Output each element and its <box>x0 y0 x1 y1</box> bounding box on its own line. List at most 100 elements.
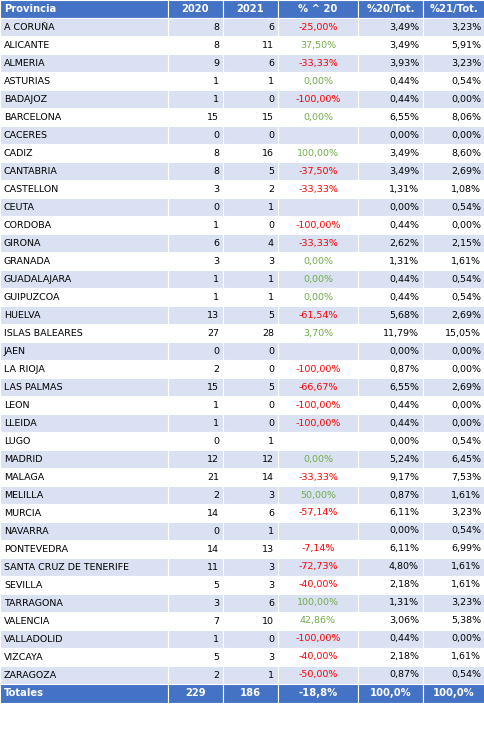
Bar <box>357 414 422 432</box>
Bar <box>223 468 277 486</box>
Bar <box>0 396 167 414</box>
Text: 15: 15 <box>261 112 273 121</box>
Bar <box>422 72 484 90</box>
Text: 11: 11 <box>207 562 219 572</box>
Bar <box>357 522 422 540</box>
Bar <box>422 18 484 36</box>
Text: SEVILLA: SEVILLA <box>4 581 42 589</box>
Bar <box>357 54 422 72</box>
Text: 100,00%: 100,00% <box>296 148 338 157</box>
Bar <box>277 36 357 54</box>
Text: JAEN: JAEN <box>4 346 26 356</box>
Bar <box>357 306 422 324</box>
Bar <box>277 612 357 630</box>
Bar <box>223 144 277 162</box>
Text: -61,54%: -61,54% <box>298 310 337 320</box>
Text: 37,50%: 37,50% <box>299 40 335 49</box>
Bar <box>422 360 484 378</box>
Text: 0,44%: 0,44% <box>388 401 418 409</box>
Text: 0,87%: 0,87% <box>388 670 418 679</box>
Bar <box>277 216 357 234</box>
Text: LLEIDA: LLEIDA <box>4 418 37 428</box>
Text: 229: 229 <box>185 689 205 698</box>
Bar <box>277 234 357 252</box>
Text: 100,0%: 100,0% <box>369 689 410 698</box>
Text: 0,00%: 0,00% <box>302 112 333 121</box>
Bar <box>422 486 484 504</box>
Bar <box>167 324 223 342</box>
Bar <box>223 432 277 450</box>
Bar <box>0 270 167 288</box>
Text: 6,11%: 6,11% <box>388 545 418 553</box>
Text: 0,00%: 0,00% <box>302 76 333 85</box>
Text: 13: 13 <box>207 310 219 320</box>
Text: 1,61%: 1,61% <box>450 490 480 500</box>
Text: 1,31%: 1,31% <box>388 184 418 193</box>
Bar <box>167 126 223 144</box>
Text: 6: 6 <box>268 23 273 32</box>
Bar <box>422 270 484 288</box>
Text: 2: 2 <box>212 365 219 373</box>
Bar <box>167 252 223 270</box>
Text: 0,00%: 0,00% <box>450 220 480 229</box>
Bar <box>277 198 357 216</box>
Text: 15,05%: 15,05% <box>444 329 480 337</box>
Text: LAS PALMAS: LAS PALMAS <box>4 382 62 392</box>
Text: PONTEVEDRA: PONTEVEDRA <box>4 545 68 553</box>
Text: 0: 0 <box>268 401 273 409</box>
Text: 6: 6 <box>268 509 273 517</box>
Bar <box>357 684 422 703</box>
Bar <box>357 288 422 306</box>
Text: 186: 186 <box>240 689 260 698</box>
Text: GUIPUZCOA: GUIPUZCOA <box>4 293 60 301</box>
Bar <box>167 180 223 198</box>
Bar <box>422 504 484 522</box>
Text: 3: 3 <box>212 257 219 265</box>
Bar <box>357 378 422 396</box>
Text: 14: 14 <box>207 545 219 553</box>
Text: 1: 1 <box>212 76 219 85</box>
Bar <box>0 522 167 540</box>
Bar <box>277 396 357 414</box>
Text: 3,23%: 3,23% <box>450 598 480 608</box>
Text: 28: 28 <box>261 329 273 337</box>
Bar <box>277 648 357 666</box>
Bar <box>223 216 277 234</box>
Text: -40,00%: -40,00% <box>298 581 337 589</box>
Text: 2020: 2020 <box>182 4 209 14</box>
Text: 42,86%: 42,86% <box>300 617 335 625</box>
Bar <box>422 306 484 324</box>
Bar <box>357 270 422 288</box>
Bar <box>167 108 223 126</box>
Text: 8,06%: 8,06% <box>450 112 480 121</box>
Text: 27: 27 <box>207 329 219 337</box>
Bar <box>357 108 422 126</box>
Text: 6,55%: 6,55% <box>388 382 418 392</box>
Text: CEUTA: CEUTA <box>4 203 35 212</box>
Text: 0,54%: 0,54% <box>450 274 480 284</box>
Text: 2,62%: 2,62% <box>388 238 418 248</box>
Text: 1: 1 <box>268 293 273 301</box>
Text: -100,00%: -100,00% <box>295 95 340 104</box>
Text: 0,00%: 0,00% <box>302 293 333 301</box>
Bar <box>223 72 277 90</box>
Bar <box>167 432 223 450</box>
Text: 3: 3 <box>267 653 273 662</box>
Text: 13: 13 <box>261 545 273 553</box>
Bar <box>167 504 223 522</box>
Text: -100,00%: -100,00% <box>295 401 340 409</box>
Bar <box>422 216 484 234</box>
Bar <box>277 432 357 450</box>
Bar <box>422 144 484 162</box>
Text: 4: 4 <box>268 238 273 248</box>
Bar <box>422 180 484 198</box>
Text: 3,23%: 3,23% <box>450 23 480 32</box>
Bar <box>357 468 422 486</box>
Text: 50,00%: 50,00% <box>300 490 335 500</box>
Text: 3,49%: 3,49% <box>388 40 418 49</box>
Text: 0,00%: 0,00% <box>388 526 418 536</box>
Bar <box>223 504 277 522</box>
Text: VIZCAYA: VIZCAYA <box>4 653 44 662</box>
Bar <box>277 90 357 108</box>
Bar <box>277 162 357 180</box>
